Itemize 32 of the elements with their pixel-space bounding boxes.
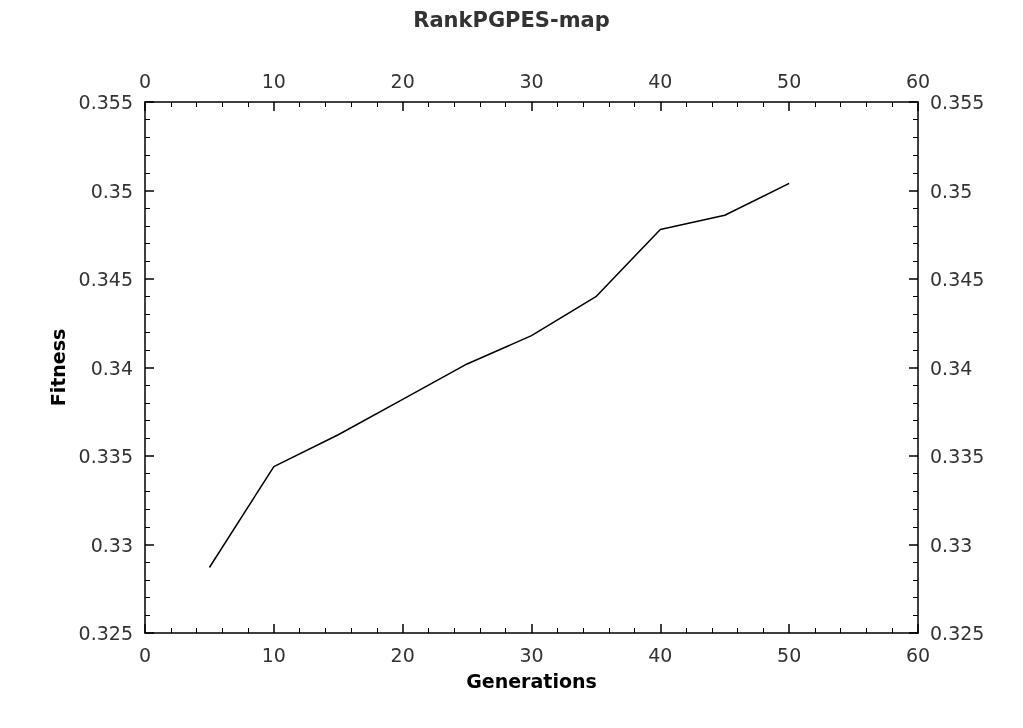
x2-tick-label: 10 (261, 69, 286, 92)
y-axis-title: Fitness (47, 328, 70, 407)
y-tick-label: 0.345 (78, 268, 133, 290)
x-tick-label: 30 (519, 643, 544, 666)
y-tick-label: 0.355 (78, 91, 133, 113)
y2-tick-label: 0.35 (930, 179, 973, 202)
y2-tick-label: 0.345 (930, 268, 985, 290)
x2-tick-label: 60 (905, 69, 931, 92)
x2-tick-label: 50 (777, 69, 802, 92)
x-tick-label: 50 (777, 643, 802, 666)
x2-tick-label: 0 (138, 69, 152, 92)
x2-tick-label: 30 (519, 69, 544, 92)
x2-tick-label: 40 (648, 69, 673, 92)
x-axis-title: Generations (466, 669, 597, 692)
line-series (208, 182, 790, 569)
y-tick-label: 0.335 (78, 445, 133, 467)
x-tick-label: 40 (648, 643, 673, 666)
y2-tick-label: 0.325 (930, 622, 985, 644)
y-tick-label: 0.325 (78, 622, 133, 644)
y2-tick-label: 0.33 (930, 533, 973, 556)
y-tick-label: 0.35 (90, 179, 133, 202)
y2-tick-label: 0.355 (930, 91, 985, 113)
x-tick-label: 10 (261, 643, 286, 666)
x-tick-label: 20 (390, 643, 415, 666)
y2-tick-label: 0.335 (930, 445, 985, 467)
chart-title: RankPGPES-map (413, 7, 610, 32)
x-tick-label: 60 (905, 643, 931, 666)
y-tick-label: 0.33 (90, 533, 133, 556)
y-tick-label: 0.34 (90, 356, 133, 379)
x2-tick-label: 20 (390, 69, 415, 92)
x-tick-label: 0 (138, 643, 152, 666)
y2-tick-label: 0.34 (930, 356, 973, 379)
